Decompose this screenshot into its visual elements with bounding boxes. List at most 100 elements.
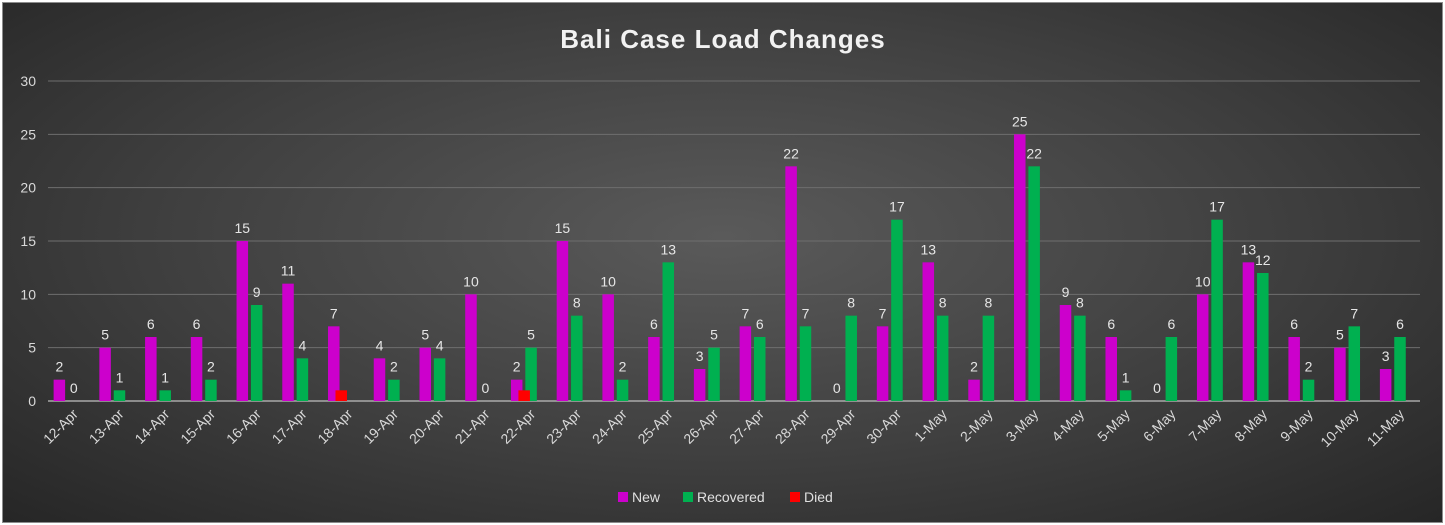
x-tick-label: 8-May (1231, 406, 1270, 445)
data-label-new: 11 (281, 263, 296, 279)
data-labels: 2051616215911474254100251581026133576227… (55, 113, 1404, 396)
data-label-new: 2 (55, 359, 63, 375)
bar-new (465, 294, 477, 401)
bar-recovered (113, 390, 126, 401)
data-label-new: 2 (970, 359, 978, 375)
data-label-new: 13 (1241, 241, 1257, 257)
data-label-recovered: 5 (527, 327, 535, 343)
bar-new (53, 379, 66, 401)
bar-new (693, 369, 706, 401)
data-label-new: 13 (921, 241, 937, 257)
bar-recovered (753, 337, 766, 401)
bar-new (1196, 294, 1209, 401)
bar-recovered (662, 262, 675, 401)
y-tick-label: 25 (20, 126, 36, 142)
data-label-recovered: 4 (299, 337, 307, 353)
bar-new (145, 337, 157, 401)
data-label-new: 6 (650, 316, 658, 332)
data-label-recovered: 8 (939, 295, 947, 311)
x-tick-label: 16-Apr (223, 406, 264, 447)
x-tick-label: 28-Apr (772, 406, 813, 447)
data-label-recovered: 2 (1305, 359, 1313, 375)
bar-recovered (1028, 166, 1040, 401)
data-label-recovered: 6 (1167, 316, 1175, 332)
data-label-recovered: 4 (436, 337, 444, 353)
x-tick-label: 25-Apr (634, 406, 675, 447)
data-label-recovered: 8 (1076, 295, 1084, 311)
bar-new (328, 326, 340, 401)
x-tick-label: 22-Apr (497, 406, 538, 447)
x-tick-label: 6-May (1140, 406, 1179, 445)
legend-label-recovered: Recovered (697, 489, 765, 505)
data-label-new: 25 (1012, 113, 1028, 129)
x-tick-label: 2-May (957, 406, 996, 445)
x-tick-label: 4-May (1048, 406, 1087, 445)
bar-new (922, 262, 935, 401)
y-tick-label: 30 (20, 73, 36, 89)
legend-swatch-died (790, 492, 800, 502)
legend-label-new: New (632, 489, 661, 505)
data-label-new: 0 (1153, 380, 1161, 396)
bar-recovered (799, 326, 812, 401)
bar-new (1288, 337, 1300, 401)
legend-swatch-recovered (683, 492, 693, 502)
x-tick-label: 24-Apr (589, 406, 630, 447)
data-label-recovered: 7 (1350, 305, 1358, 321)
x-tick-label: 5-May (1094, 406, 1133, 445)
x-tick-label: 12-Apr (40, 406, 81, 447)
bar-recovered (845, 315, 857, 401)
x-tick-label: 11-May (1364, 406, 1408, 450)
data-label-recovered: 13 (660, 241, 676, 257)
bar-recovered (1348, 326, 1361, 401)
bar-new (1242, 262, 1255, 401)
bar-recovered (1211, 219, 1223, 401)
data-label-new: 7 (741, 305, 749, 321)
bar-new (282, 283, 294, 401)
bar-recovered (388, 379, 400, 401)
data-label-new: 7 (879, 305, 887, 321)
bar-recovered (1302, 379, 1315, 401)
bar-new (602, 294, 614, 401)
data-label-recovered: 17 (889, 199, 905, 215)
data-label-new: 10 (600, 273, 616, 289)
bar-recovered (982, 315, 995, 401)
bar-new (876, 326, 889, 401)
bar-new (510, 379, 523, 401)
x-axis: 12-Apr 13-Apr 14-Apr 15-Apr 16-Apr 17-Apr 18-A… (40, 406, 1407, 451)
bar-new (419, 347, 431, 401)
x-tick-label: 29-Apr (817, 406, 858, 447)
data-label-recovered: 0 (481, 380, 489, 396)
bar-recovered (571, 315, 583, 401)
gridlines (48, 80, 1420, 402)
x-tick-label: 7-May (1185, 406, 1224, 445)
legend-label-died: Died (804, 489, 833, 505)
data-label-recovered: 6 (756, 316, 764, 332)
data-label-new: 22 (783, 145, 799, 161)
bar-recovered (525, 347, 537, 401)
data-label-recovered: 6 (1396, 316, 1404, 332)
data-label-recovered: 0 (70, 380, 78, 396)
bar-recovered (1074, 315, 1086, 401)
data-label-new: 3 (1382, 348, 1390, 364)
x-tick-label: 1-May (911, 406, 950, 445)
data-label-new: 2 (513, 359, 521, 375)
bar-new (1059, 305, 1072, 401)
data-label-new: 9 (1062, 284, 1070, 300)
bar-new (1105, 337, 1117, 401)
data-label-recovered: 8 (847, 295, 855, 311)
data-label-new: 10 (1195, 273, 1211, 289)
x-tick-label: 3-May (1003, 406, 1042, 445)
data-label-recovered: 8 (985, 295, 993, 311)
x-tick-label: 19-Apr (360, 406, 401, 447)
bar-recovered (205, 379, 217, 401)
bar-recovered (891, 219, 903, 401)
x-tick-label: 27-Apr (726, 406, 767, 447)
bar-new (968, 379, 980, 401)
x-tick-label: 14-Apr (131, 406, 172, 447)
bar-recovered (250, 305, 263, 401)
bar-new (785, 166, 797, 401)
data-label-new: 15 (555, 220, 571, 236)
bar-recovered (616, 379, 629, 401)
y-tick-label: 0 (28, 393, 36, 409)
